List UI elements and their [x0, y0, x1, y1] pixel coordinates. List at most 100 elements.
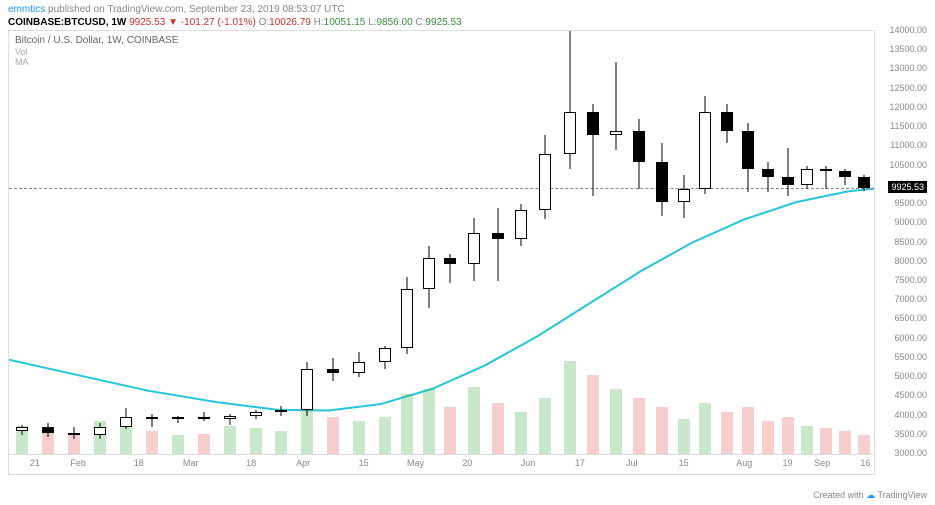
- y-tick: 5500.00: [894, 352, 927, 362]
- candle: [721, 31, 733, 454]
- candle: [610, 31, 622, 454]
- candle: [301, 31, 313, 454]
- y-tick: 13000.00: [889, 63, 927, 73]
- candle: [146, 31, 158, 454]
- x-axis: 21Feb18Mar18Apr15May20Jun17Jul15Aug19Sep…: [9, 454, 874, 474]
- candle: [444, 31, 456, 454]
- y-tick: 6500.00: [894, 313, 927, 323]
- publish-date: September 23, 2019 08:53:07 UTC: [189, 4, 345, 15]
- candle: [224, 31, 236, 454]
- ticker-line: COINBASE:BTCUSD, 1W 9925.53 ▼ -101.27 (-…: [8, 17, 927, 28]
- last-price: 9925.53: [129, 17, 165, 28]
- y-tick: 4500.00: [894, 390, 927, 400]
- x-tick: 15: [679, 458, 689, 468]
- x-tick: Feb: [70, 458, 86, 468]
- candle: [120, 31, 132, 454]
- ticker-symbol: COINBASE:BTCUSD, 1W: [8, 17, 126, 28]
- chart-container[interactable]: Bitcoin / U.S. Dollar, 1W, COINBASE Vol …: [8, 30, 875, 475]
- publish-info: emmtics published on TradingView.com, Se…: [8, 4, 927, 15]
- tradingview-icon: ☁: [866, 490, 875, 500]
- publisher-name: emmtics: [8, 4, 45, 15]
- candle: [539, 31, 551, 454]
- candle: [42, 31, 54, 454]
- x-tick: 16: [860, 458, 870, 468]
- footer-brand: TradingView: [877, 490, 927, 500]
- y-tick: 12500.00: [889, 83, 927, 93]
- candle: [327, 31, 339, 454]
- y-tick: 8500.00: [894, 237, 927, 247]
- y-tick: 9000.00: [894, 217, 927, 227]
- x-tick: Sep: [814, 458, 830, 468]
- candle: [587, 31, 599, 454]
- candle: [423, 31, 435, 454]
- y-tick: 12000.00: [889, 102, 927, 112]
- candle: [275, 31, 287, 454]
- candle: [401, 31, 413, 454]
- candle: [762, 31, 774, 454]
- footer-attribution: Created with ☁ TradingView: [813, 490, 927, 501]
- x-tick: 18: [246, 458, 256, 468]
- y-tick: 11500.00: [890, 121, 927, 131]
- x-tick: 21: [30, 458, 40, 468]
- x-tick: 17: [575, 458, 585, 468]
- x-tick: 20: [462, 458, 472, 468]
- candle: [564, 31, 576, 454]
- x-tick: Jun: [521, 458, 536, 468]
- y-tick: 14000.00: [889, 25, 927, 35]
- candle: [468, 31, 480, 454]
- y-axis: 3000.00 3500.00 4000.00 4500.00 5000.00 5500.…: [877, 30, 927, 455]
- candle: [198, 31, 210, 454]
- candle: [94, 31, 106, 454]
- y-tick: 3500.00: [894, 429, 927, 439]
- candle: [820, 31, 832, 454]
- candle: [656, 31, 668, 454]
- x-tick: Apr: [296, 458, 310, 468]
- candle: [839, 31, 851, 454]
- y-tick: 7500.00: [894, 275, 927, 285]
- candle: [492, 31, 504, 454]
- published-label: published on: [48, 4, 105, 15]
- candle: [633, 31, 645, 454]
- y-tick: 8000.00: [894, 256, 927, 266]
- candle: [782, 31, 794, 454]
- high-label: H:: [314, 17, 324, 28]
- current-price-label: 9925.53: [888, 181, 927, 193]
- candle: [678, 31, 690, 454]
- y-tick: 11000.00: [890, 140, 927, 150]
- candle: [379, 31, 391, 454]
- x-tick: May: [407, 458, 424, 468]
- candle: [250, 31, 262, 454]
- y-tick: 3000.00: [894, 448, 927, 458]
- candle: [801, 31, 813, 454]
- chart-header: emmtics published on TradingView.com, Se…: [0, 0, 935, 32]
- y-tick: 5000.00: [894, 371, 927, 381]
- y-tick: 6000.00: [894, 333, 927, 343]
- x-tick: Jul: [626, 458, 638, 468]
- open-label: O:: [259, 17, 270, 28]
- candle: [172, 31, 184, 454]
- footer-text: Created with: [813, 490, 864, 500]
- candle: [353, 31, 365, 454]
- candle: [68, 31, 80, 454]
- y-tick: 4000.00: [894, 410, 927, 420]
- candle: [858, 31, 870, 454]
- plot-area[interactable]: [9, 31, 874, 454]
- close-value: 9925.53: [425, 17, 461, 28]
- x-tick: Aug: [736, 458, 752, 468]
- y-tick: 10500.00: [889, 160, 927, 170]
- candle: [699, 31, 711, 454]
- low-value: 9856.00: [376, 17, 412, 28]
- y-tick: 13500.00: [889, 44, 927, 54]
- price-change: -101.27 (-1.01%): [181, 17, 256, 28]
- x-tick: 19: [782, 458, 792, 468]
- open-value: 10026.79: [269, 17, 311, 28]
- x-tick: 18: [134, 458, 144, 468]
- close-label: C:: [415, 17, 425, 28]
- y-tick: 7000.00: [894, 294, 927, 304]
- high-value: 10051.15: [324, 17, 366, 28]
- y-tick: 9500.00: [894, 198, 927, 208]
- candle: [16, 31, 28, 454]
- direction-arrow-icon: ▼: [168, 17, 178, 28]
- published-site: TradingView.com: [107, 4, 183, 15]
- x-tick: Mar: [183, 458, 199, 468]
